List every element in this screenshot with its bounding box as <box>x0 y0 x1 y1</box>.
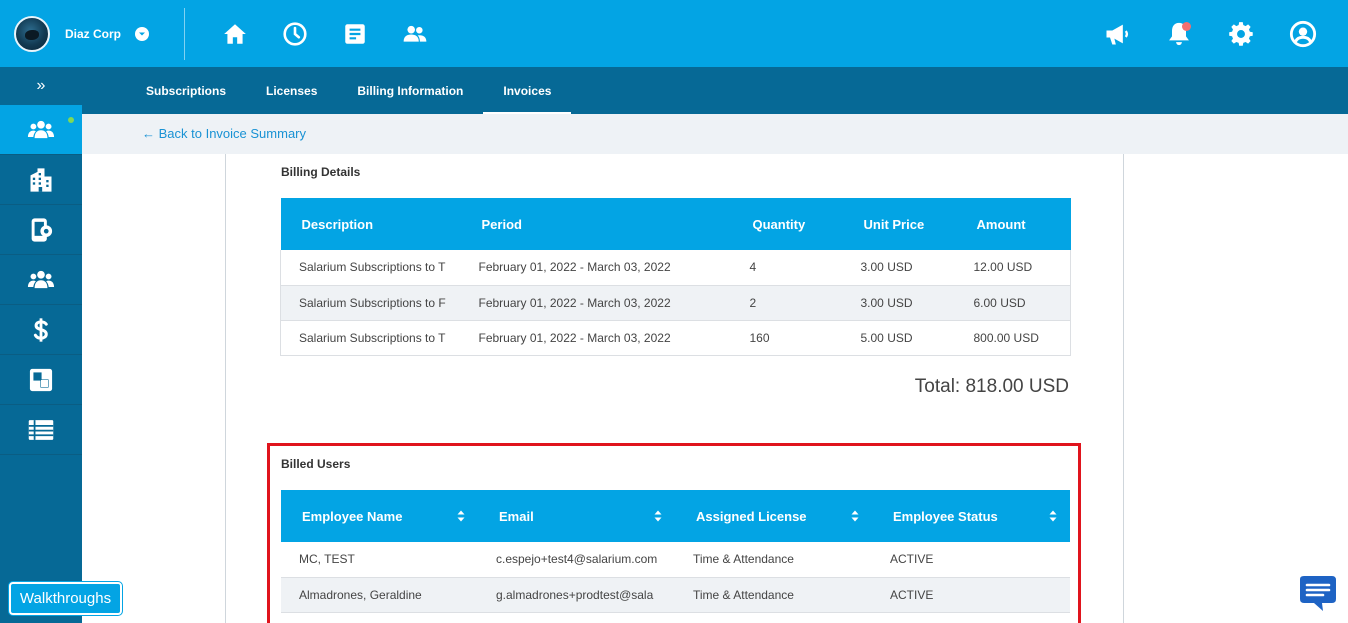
table-row: MC, TEST c.espejo+test4@salarium.com Tim… <box>281 542 1070 578</box>
subnav-tabs: Subscriptions Licenses Billing Informati… <box>82 67 1348 114</box>
table-header-row: Employee Name Email Assigned License Emp… <box>281 490 1070 542</box>
home-icon[interactable] <box>205 14 265 54</box>
people-icon[interactable] <box>385 14 445 54</box>
column-header-email[interactable]: Email <box>478 490 675 542</box>
table-cell: Time & Attendance <box>675 542 872 578</box>
table-cell: g.almadrones+prodtest@sala <box>478 577 675 613</box>
table-cell: 160 <box>731 320 843 356</box>
back-to-invoice-summary-link[interactable]: ← Back to Invoice Summary <box>142 126 306 141</box>
table-cell: February 01, 2022 - March 03, 2022 <box>460 285 732 321</box>
table-cell: Time & Attendance <box>675 577 872 613</box>
gear-icon[interactable] <box>1210 14 1272 54</box>
table-cell: 6.00 USD <box>955 285 1071 321</box>
document-icon[interactable] <box>325 14 385 54</box>
top-right-actions <box>1086 0 1334 67</box>
company-switcher[interactable]: Diaz Corp <box>0 7 185 60</box>
billing-details-table: Description Period Quantity Unit Price A… <box>280 198 1071 356</box>
user-account-icon[interactable] <box>1272 14 1334 54</box>
billed-users-highlight <box>267 443 1081 623</box>
table-row: Almadrones, Geraldine g.almadrones+prodt… <box>281 577 1070 613</box>
table-cell: 4 <box>731 250 843 286</box>
billing-details-title: Billing Details <box>281 165 361 179</box>
table-cell: ACTIVE <box>872 577 1070 613</box>
sidebar-item-employees[interactable] <box>0 255 82 305</box>
sidebar: » <box>0 67 82 623</box>
table-cell: 5.00 USD <box>842 320 956 356</box>
column-header-employee-status[interactable]: Employee Status <box>872 490 1070 542</box>
column-header: Period <box>460 198 732 250</box>
table-row: Salarium Subscriptions to T February 01,… <box>280 320 1071 356</box>
column-header-label: Assigned License <box>696 508 807 524</box>
invoice-total: Total: 818.00 USD <box>914 376 1069 397</box>
mobile-settings-icon <box>31 217 53 242</box>
sidebar-item-payroll[interactable] <box>0 305 82 355</box>
clock-icon[interactable] <box>265 14 325 54</box>
sort-icon[interactable] <box>1048 509 1058 523</box>
sidebar-item-company[interactable] <box>0 155 82 205</box>
main-content: Billing Details Description Period Quant… <box>82 154 1348 623</box>
sort-icon[interactable] <box>456 509 466 523</box>
team-icon <box>27 270 55 288</box>
bell-icon[interactable] <box>1148 14 1210 54</box>
dollar-icon <box>33 317 48 342</box>
table-cell: c.espejo+test4@salarium.com <box>478 542 675 578</box>
sidebar-item-reports[interactable] <box>0 405 82 455</box>
tab-invoices[interactable]: Invoices <box>483 67 572 114</box>
table-cell: February 01, 2022 - March 03, 2022 <box>460 250 732 286</box>
table-cell: 3.00 USD <box>842 285 956 321</box>
sidebar-expand-button[interactable]: » <box>36 77 46 94</box>
sidebar-item-apps[interactable] <box>0 355 82 405</box>
table-cell: ACTIVE <box>872 542 1070 578</box>
squares-icon <box>29 368 53 391</box>
table-cell: Salarium Subscriptions to T <box>280 250 461 286</box>
table-cell: 800.00 USD <box>955 320 1071 356</box>
table-row: Salarium Subscriptions to T February 01,… <box>280 250 1071 286</box>
billed-users-table: Employee Name Email Assigned License Emp… <box>281 490 1070 613</box>
tab-billing-information[interactable]: Billing Information <box>357 83 464 98</box>
table-cell: Almadrones, Geraldine <box>281 577 478 613</box>
table-cell: 12.00 USD <box>955 250 1071 286</box>
table-row: Salarium Subscriptions to F February 01,… <box>280 285 1071 321</box>
column-header: Description <box>280 198 461 250</box>
column-header: Unit Price <box>842 198 956 250</box>
table-header-row: Description Period Quantity Unit Price A… <box>280 198 1071 250</box>
column-header: Quantity <box>731 198 843 250</box>
column-header-label: Email <box>499 508 534 524</box>
table-cell: 3.00 USD <box>842 250 956 286</box>
column-header-employee-name[interactable]: Employee Name <box>281 490 478 542</box>
tab-subscriptions[interactable]: Subscriptions <box>146 83 227 98</box>
table-cell: Salarium Subscriptions to T <box>280 320 461 356</box>
list-icon <box>28 419 54 440</box>
column-header-label: Employee Name <box>302 508 403 524</box>
table-cell: Salarium Subscriptions to F <box>280 285 461 321</box>
column-header: Amount <box>955 198 1071 250</box>
chevron-down-icon[interactable] <box>135 26 150 41</box>
table-cell: February 01, 2022 - March 03, 2022 <box>460 320 732 356</box>
notification-badge <box>1182 21 1191 31</box>
status-dot <box>68 117 74 123</box>
top-bar: Diaz Corp <box>0 0 1348 67</box>
billed-users-title: Billed Users <box>281 457 351 471</box>
invoice-card: Billing Details Description Period Quant… <box>225 154 1124 623</box>
column-header-assigned-license[interactable]: Assigned License <box>675 490 872 542</box>
company-avatar <box>14 15 50 52</box>
top-nav <box>205 14 445 54</box>
building-icon <box>30 167 52 192</box>
company-name: Diaz Corp <box>65 26 122 41</box>
chat-bubble-icon[interactable] <box>1296 575 1338 613</box>
users-group-icon <box>27 120 55 138</box>
table-cell: MC, TEST <box>281 542 478 578</box>
table-cell: 2 <box>731 285 843 321</box>
column-header-label: Employee Status <box>893 508 998 524</box>
sort-icon[interactable] <box>850 509 860 523</box>
tab-licenses[interactable]: Licenses <box>266 83 318 98</box>
megaphone-icon[interactable] <box>1086 14 1148 54</box>
back-bar: ← Back to Invoice Summary <box>82 114 1348 154</box>
sidebar-item-users[interactable] <box>0 105 82 155</box>
sort-icon[interactable] <box>653 509 663 523</box>
walkthroughs-button[interactable]: Walkthroughs <box>9 582 122 615</box>
sidebar-item-device-settings[interactable] <box>0 205 82 255</box>
